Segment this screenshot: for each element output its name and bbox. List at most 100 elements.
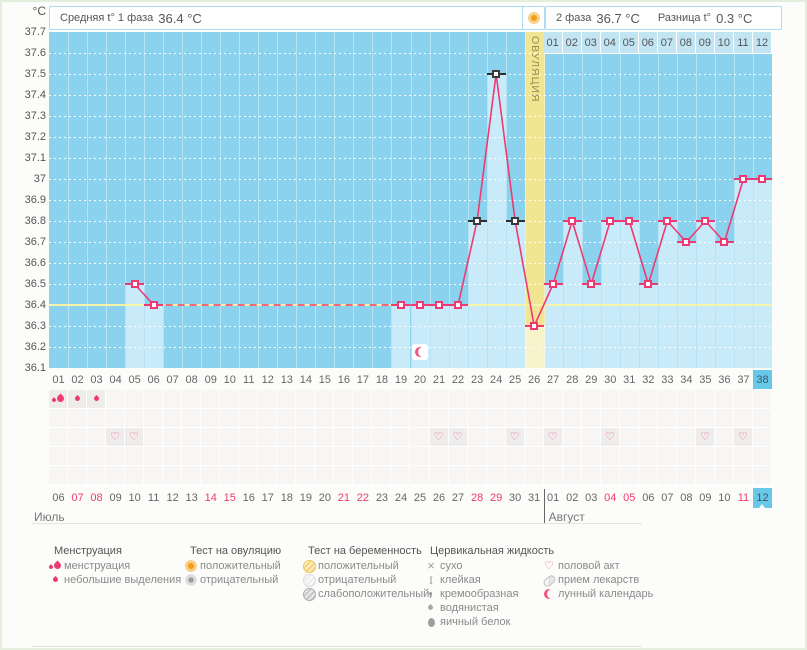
ovulation-test-row-cell[interactable] [429,409,449,428]
date-cell[interactable]: 05 [623,492,636,504]
menstruation-row-cell[interactable] [220,390,240,409]
ovulation-test-row-cell[interactable] [505,409,525,428]
date-cell[interactable]: 24 [394,492,408,504]
menstruation-row-cell[interactable] [410,390,430,409]
date-cell[interactable]: 09 [109,492,122,504]
ovulation-test-row-cell[interactable] [695,409,715,428]
intercourse-row-cell[interactable] [353,428,373,447]
temperature-marker[interactable] [492,70,501,78]
ovulation-test-row-cell[interactable] [125,409,145,428]
temperature-marker[interactable] [435,301,444,309]
menstruation-row-cell[interactable] [106,390,126,409]
ovulation-test-row-cell[interactable] [315,409,335,428]
pregnancy-test-row-cell[interactable] [467,447,487,466]
intercourse-row-cell[interactable] [581,428,601,447]
date-cell[interactable]: 19 [299,492,312,504]
pregnancy-test-row-cell[interactable] [410,447,430,466]
pregnancy-test-row-cell[interactable] [733,447,753,466]
cycle-day-cell[interactable]: 37 [737,373,750,386]
pregnancy-test-row-cell[interactable] [201,447,221,466]
menstruation-row-cell[interactable] [182,390,202,409]
date-cell[interactable]: 10 [718,492,731,504]
cervical-fluid-row-cell[interactable] [296,466,316,485]
cervical-fluid-row-cell[interactable] [182,466,202,485]
pregnancy-test-row-cell[interactable] [524,447,544,466]
cycle-day-cell[interactable]: 07 [166,373,179,386]
cervical-fluid-row-cell[interactable] [657,466,677,485]
cervical-fluid-row-cell[interactable] [353,466,373,485]
cycle-day-cell[interactable]: 14 [299,373,312,386]
cycle-day-cell[interactable]: 20 [413,373,427,386]
intercourse-row-cell[interactable] [220,428,240,447]
ovulation-test-row-cell[interactable] [486,409,506,428]
ovulation-test-row-cell[interactable] [543,409,563,428]
pregnancy-test-row-cell[interactable] [353,447,373,466]
temperature-marker[interactable] [396,301,405,309]
cycle-day-cell[interactable]: 15 [318,373,331,386]
pregnancy-test-row-cell[interactable] [68,447,88,466]
pregnancy-test-row-cell[interactable] [695,447,715,466]
date-cell[interactable]: 11 [737,492,750,504]
intercourse-row-cell[interactable] [410,428,430,447]
pregnancy-test-row-cell[interactable] [657,447,677,466]
pregnancy-test-row-cell[interactable] [182,447,202,466]
temperature-marker[interactable] [682,238,691,246]
cycle-day-cell[interactable]: 32 [642,373,655,386]
menstruation-row-cell[interactable] [144,390,164,409]
lunar-calendar-badge[interactable] [412,344,428,360]
menstruation-row-cell[interactable] [49,390,69,409]
temperature-marker[interactable] [568,217,577,225]
intercourse-row-cell[interactable] [201,428,221,447]
ovulation-test-row-cell[interactable] [106,409,126,428]
intercourse-row-cell[interactable] [163,428,183,447]
menstruation-row-cell[interactable] [695,390,715,409]
menstruation-row-cell[interactable] [391,390,411,409]
menstruation-row-cell[interactable] [562,390,582,409]
intercourse-row-cell[interactable] [448,428,468,447]
ovulation-test-row-cell[interactable] [467,409,487,428]
menstruation-row-cell[interactable] [524,390,544,409]
cervical-fluid-row-cell[interactable] [505,466,525,485]
pregnancy-test-row-cell[interactable] [543,447,563,466]
ovulation-test-row-cell[interactable] [277,409,297,428]
pregnancy-test-row-cell[interactable] [448,447,468,466]
menstruation-row-cell[interactable] [676,390,696,409]
temperature-marker[interactable] [149,301,158,309]
pregnancy-test-row-cell[interactable] [638,447,658,466]
menstruation-row-cell[interactable] [315,390,335,409]
pregnancy-test-row-cell[interactable] [87,447,107,466]
menstruation-row-cell[interactable] [638,390,658,409]
cervical-fluid-row-cell[interactable] [581,466,601,485]
cervical-fluid-row-cell[interactable] [410,466,430,485]
cycle-day-cell[interactable]: 11 [243,373,255,386]
ovulation-test-row-cell[interactable] [733,409,753,428]
date-cell[interactable]: 04 [604,492,617,504]
menstruation-row-cell[interactable] [372,390,392,409]
date-cell[interactable]: 16 [242,492,255,504]
date-cell[interactable]: 17 [261,492,274,504]
menstruation-row-cell[interactable] [581,390,601,409]
intercourse-row-cell[interactable] [258,428,278,447]
menstruation-row-cell[interactable] [600,390,620,409]
cycle-day-cell[interactable]: 33 [661,373,674,386]
intercourse-row-cell[interactable] [144,428,164,447]
date-cell[interactable]: 27 [451,492,465,504]
cervical-fluid-row-cell[interactable] [448,466,468,485]
temperature-marker[interactable] [130,280,139,288]
intercourse-row-cell[interactable] [182,428,202,447]
cycle-day-cell[interactable]: 22 [451,373,465,386]
temperature-marker[interactable] [606,217,615,225]
ovulation-test-row-cell[interactable] [220,409,240,428]
ovulation-test-row-cell[interactable] [619,409,639,428]
date-cell[interactable]: 20 [318,492,331,504]
menstruation-row-cell[interactable] [277,390,297,409]
cycle-day-cell[interactable]: 06 [147,373,160,386]
cycle-day-cell[interactable]: 27 [547,373,560,386]
ovulation-test-row-cell[interactable] [144,409,164,428]
pregnancy-test-row-cell[interactable] [505,447,525,466]
ovulation-test-row-cell[interactable] [353,409,373,428]
cervical-fluid-row-cell[interactable] [125,466,145,485]
pregnancy-test-row-cell[interactable] [277,447,297,466]
date-cell[interactable]: 01 [547,492,560,504]
cervical-fluid-row-cell[interactable] [467,466,487,485]
